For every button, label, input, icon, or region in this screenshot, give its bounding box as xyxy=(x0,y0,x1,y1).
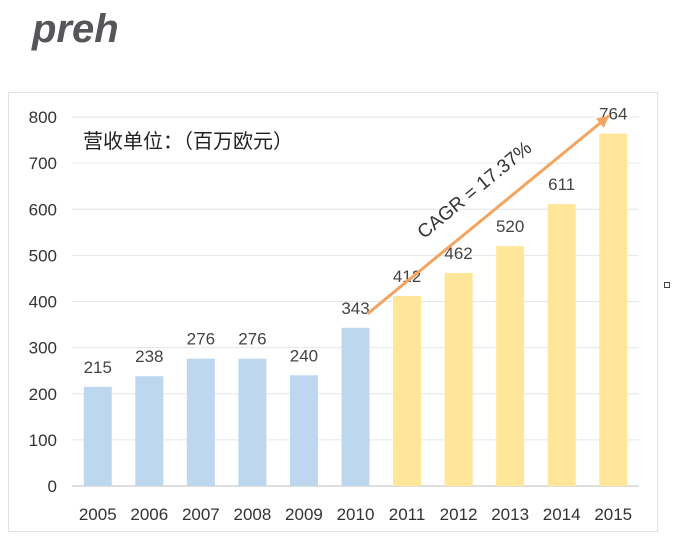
x-tick-label: 2008 xyxy=(233,505,271,524)
bar xyxy=(135,376,164,486)
bars xyxy=(83,133,628,487)
bar xyxy=(547,204,576,486)
y-tick-label: 700 xyxy=(29,154,57,173)
x-tick-label: 2007 xyxy=(182,505,220,524)
preh-logo-mark: preh xyxy=(31,7,119,51)
preh-logo: preh xyxy=(30,0,180,65)
y-tick-label: 100 xyxy=(29,431,57,450)
x-tick-label: 2013 xyxy=(491,505,529,524)
y-axis: 0 100 200 300 400 500 600 700 800 xyxy=(29,108,57,496)
data-label: 520 xyxy=(496,217,524,236)
bar xyxy=(83,386,112,486)
cagr-arrow-line xyxy=(366,114,611,315)
x-tick-label: 2009 xyxy=(285,505,323,524)
logo-text: preh xyxy=(31,7,119,51)
y-tick-label: 300 xyxy=(29,339,57,358)
x-tick-label: 2005 xyxy=(79,505,117,524)
bar xyxy=(289,375,318,486)
bar xyxy=(393,295,422,486)
chart-frame: 0 100 200 300 400 500 600 700 800 2005 2006 2007 20… xyxy=(8,92,658,532)
x-tick-label: 2012 xyxy=(440,505,478,524)
bar xyxy=(341,327,370,486)
small-square-marker xyxy=(664,282,670,288)
y-tick-label: 800 xyxy=(29,108,57,127)
y-tick-label: 200 xyxy=(29,385,57,404)
y-tick-label: 600 xyxy=(29,200,57,219)
data-label: 240 xyxy=(290,346,318,365)
data-label: 238 xyxy=(135,347,163,366)
x-tick-label: 2014 xyxy=(543,505,581,524)
x-tick-label: 2010 xyxy=(337,505,375,524)
bar xyxy=(444,272,473,486)
data-label: 462 xyxy=(444,244,472,263)
data-label: 276 xyxy=(187,330,215,349)
y-tick-label: 500 xyxy=(29,246,57,265)
grid-lines xyxy=(72,116,639,487)
bar xyxy=(496,246,525,486)
data-label: 215 xyxy=(84,358,112,377)
chart-title: 营收单位：（百万欧元） xyxy=(83,130,293,153)
bar xyxy=(599,133,628,487)
y-tick-label: 0 xyxy=(48,477,57,496)
data-label: 276 xyxy=(238,330,266,349)
x-tick-label: 2006 xyxy=(130,505,168,524)
y-tick-label: 400 xyxy=(29,293,57,312)
cagr-arrow-head xyxy=(596,115,610,128)
data-label: 611 xyxy=(548,175,575,194)
x-tick-label: 2015 xyxy=(594,505,632,524)
x-axis: 2005 2006 2007 2008 2009 2010 2011 2012 2013 2014… xyxy=(79,505,632,524)
x-tick-label: 2011 xyxy=(389,505,426,524)
bar xyxy=(186,358,215,486)
bar xyxy=(238,358,267,486)
data-label: 343 xyxy=(341,299,369,318)
data-label: 412 xyxy=(393,267,421,286)
